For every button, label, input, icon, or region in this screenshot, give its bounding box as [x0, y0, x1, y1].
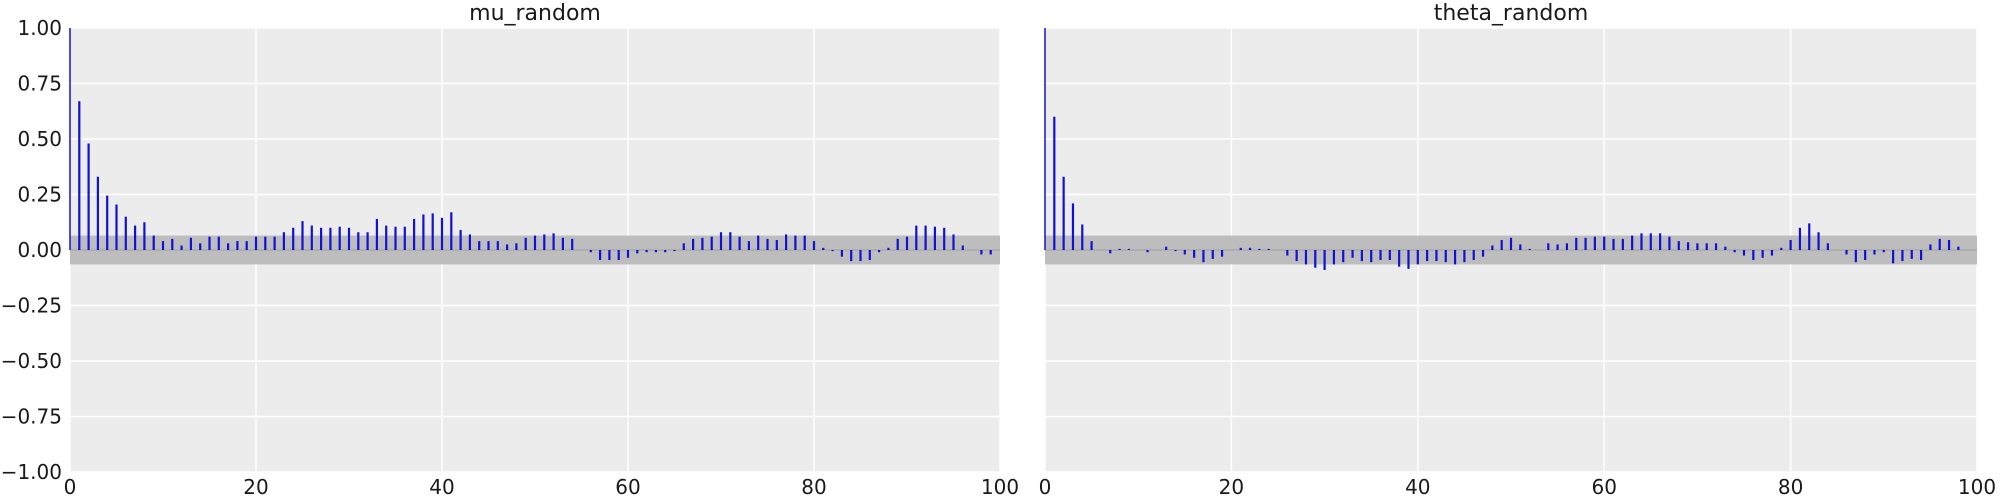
y-tick-label: −1.00 [1, 460, 62, 484]
panel-title: theta_random [1434, 1, 1589, 26]
y-tick-label: 0.50 [17, 127, 62, 151]
x-tick-label: 100 [1958, 475, 1996, 499]
y-tick-label: −0.75 [1, 405, 62, 429]
mu-random-panel: 0 20 40 60 80 100 1.00 0.75 0.50 0.25 0.00 −0.25 −0.… [1, 1, 1019, 499]
x-tick-label: 80 [1778, 475, 1803, 499]
y-tick-label: −0.50 [1, 349, 62, 373]
x-tick-label: 80 [801, 475, 826, 499]
y-tick-label: −0.25 [1, 294, 62, 318]
panel-title: mu_random [469, 1, 601, 26]
x-tick-label: 100 [981, 475, 1019, 499]
y-tick-label: 0.75 [17, 72, 62, 96]
x-tick-label: 0 [64, 475, 77, 499]
x-tick-label: 60 [615, 475, 640, 499]
x-tick-label: 40 [429, 475, 454, 499]
x-tick-label: 40 [1405, 475, 1430, 499]
x-tick-label: 20 [1219, 475, 1244, 499]
x-tick-label: 60 [1591, 475, 1616, 499]
theta-random-panel: 0 20 40 60 80 100 theta_random [1039, 1, 1996, 499]
y-tick-label: 0.25 [17, 183, 62, 207]
x-tick-label: 0 [1039, 475, 1052, 499]
x-tick-label: 20 [243, 475, 268, 499]
y-tick-label: 0.00 [17, 238, 62, 262]
y-tick-label: 1.00 [17, 16, 62, 40]
